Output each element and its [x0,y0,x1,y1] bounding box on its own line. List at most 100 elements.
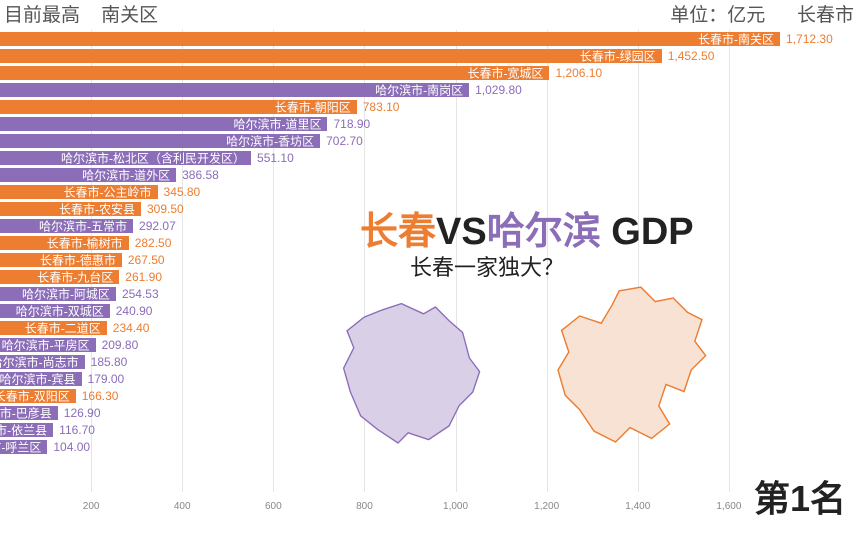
bar-value: 104.00 [53,440,90,454]
bar-value: 783.10 [363,100,400,114]
bar-label: 长春市-德惠市 [40,251,116,268]
bar-row: 长春市-宽城区1,206.10 [0,64,549,81]
bar: 哈尔滨市-平房区 [0,338,96,352]
title-harbin: 哈尔滨 [487,211,601,253]
bar: 哈尔滨市-南岗区 [0,83,469,97]
bar-row: 哈尔滨市-依兰县116.70 [0,421,53,438]
bar-label: 哈尔滨市-双城区 [16,302,104,319]
bar-value: 261.90 [125,270,162,284]
bar-label: 长春市-双阳区 [0,387,70,404]
rank-label: 第1名 [754,470,846,522]
bar-row: 哈尔滨市-尚志市185.80 [0,353,85,370]
x-axis-label: 200 [83,501,100,512]
header-left-label: 目前最高 [4,5,80,26]
x-axis-label: 1,000 [443,501,468,512]
header-right: 单位：亿元 长春市 [670,0,854,27]
overlay-subtitle: 长春一家独大？ [410,250,564,282]
bar: 哈尔滨市-松北区（含利民开发区） [0,151,251,165]
bar: 长春市-绿园区 [0,49,662,63]
header-city: 长春市 [797,5,854,26]
bar: 哈尔滨市-呼兰区 [0,440,47,454]
bar-label: 哈尔滨市-呼兰区 [0,438,41,455]
bar: 哈尔滨市-道里区 [0,117,327,131]
map-changchun [540,280,720,460]
bar: 长春市-南关区 [0,32,780,46]
map-harbin [330,290,500,460]
bar-row: 长春市-九台区261.90 [0,268,119,285]
bar-value: 1,206.10 [555,66,602,80]
bar: 长春市-朝阳区 [0,100,357,114]
bar-row: 长春市-绿园区1,452.50 [0,47,662,64]
bar-label: 长春市-公主岭市 [64,183,152,200]
title-changchun: 长春 [360,211,436,253]
bar: 哈尔滨市-五常市 [0,219,133,233]
bar-row: 哈尔滨市-松北区（含利民开发区）551.10 [0,149,251,166]
bar-label: 哈尔滨市-尚志市 [0,353,79,370]
bar-value: 126.90 [64,406,101,420]
bar-row: 长春市-公主岭市345.80 [0,183,158,200]
bar-label: 长春市-农安县 [59,200,135,217]
bar-value: 116.70 [59,423,95,437]
bar-label: 哈尔滨市-道外区 [82,166,170,183]
bar-row: 长春市-德惠市267.50 [0,251,122,268]
bar-row: 哈尔滨市-平房区209.80 [0,336,96,353]
bar-value: 718.90 [333,117,370,131]
bar-value: 267.50 [128,253,165,267]
x-axis-label: 400 [174,501,191,512]
bar-label: 哈尔滨市-五常市 [39,217,127,234]
bar: 哈尔滨市-尚志市 [0,355,85,369]
bar: 哈尔滨市-香坊区 [0,134,320,148]
bar-row: 长春市-二道区234.40 [0,319,107,336]
bar: 长春市-二道区 [0,321,107,335]
bar: 长春市-九台区 [0,270,119,284]
title-gdp: GDP [601,211,694,253]
bar: 长春市-宽城区 [0,66,549,80]
bar-row: 哈尔滨市-呼兰区104.00 [0,438,47,455]
bar-row: 哈尔滨市-阿城区254.53 [0,285,116,302]
bar-row: 哈尔滨市-道里区718.90 [0,115,327,132]
bar-value: 345.80 [164,185,201,199]
x-axis-label: 600 [265,501,282,512]
title-vs: VS [436,211,487,253]
bar-label: 哈尔滨市-依兰县 [0,421,47,438]
bar: 哈尔滨市-阿城区 [0,287,116,301]
bar-row: 哈尔滨市-五常市292.07 [0,217,133,234]
bar-row: 哈尔滨市-双城区240.90 [0,302,110,319]
x-axis-label: 1,200 [534,501,559,512]
bar: 哈尔滨市-依兰县 [0,423,53,437]
bar-value: 1,712.30 [786,32,833,46]
bar-label: 长春市-榆树市 [47,234,123,251]
bar: 长春市-双阳区 [0,389,76,403]
bar-value: 185.80 [91,355,128,369]
bar-row: 哈尔滨市-宾县179.00 [0,370,82,387]
bar-value: 240.90 [116,304,153,318]
bar-value: 1,029.80 [475,83,522,97]
bar-label: 长春市-宽城区 [467,64,543,81]
bar-row: 长春市-榆树市282.50 [0,234,129,251]
bar-value: 551.10 [257,151,294,165]
bar: 哈尔滨市-巴彦县 [0,406,58,420]
bar-label: 哈尔滨市-宾县 [0,370,76,387]
bar-value: 386.58 [182,168,219,182]
bar-value: 702.70 [326,134,363,148]
overlay-title: 长春VS哈尔滨 GDP [360,200,694,255]
bar: 哈尔滨市-双城区 [0,304,110,318]
bar: 哈尔滨市-宾县 [0,372,82,386]
bar-value: 282.50 [135,236,172,250]
gridline [729,30,730,492]
bar-value: 166.30 [82,389,119,403]
header: 目前最高 南关区 单位：亿元 长春市 [0,0,864,28]
bar-value: 309.50 [147,202,184,216]
x-axis-label: 1,400 [625,501,650,512]
bar-row: 哈尔滨市-巴彦县126.90 [0,404,58,421]
bar-row: 长春市-南关区1,712.30 [0,30,780,47]
bar-label: 长春市-九台区 [37,268,113,285]
header-left-value: 南关区 [101,5,158,26]
bar-label: 长春市-南关区 [698,30,774,47]
bar-label: 长春市-绿园区 [580,47,656,64]
bar-value: 254.53 [122,287,159,301]
bar-label: 哈尔滨市-阿城区 [22,285,110,302]
bar-label: 哈尔滨市-巴彦县 [0,404,52,421]
bar-row: 哈尔滨市-道外区386.58 [0,166,176,183]
bar-row: 哈尔滨市-香坊区702.70 [0,132,320,149]
